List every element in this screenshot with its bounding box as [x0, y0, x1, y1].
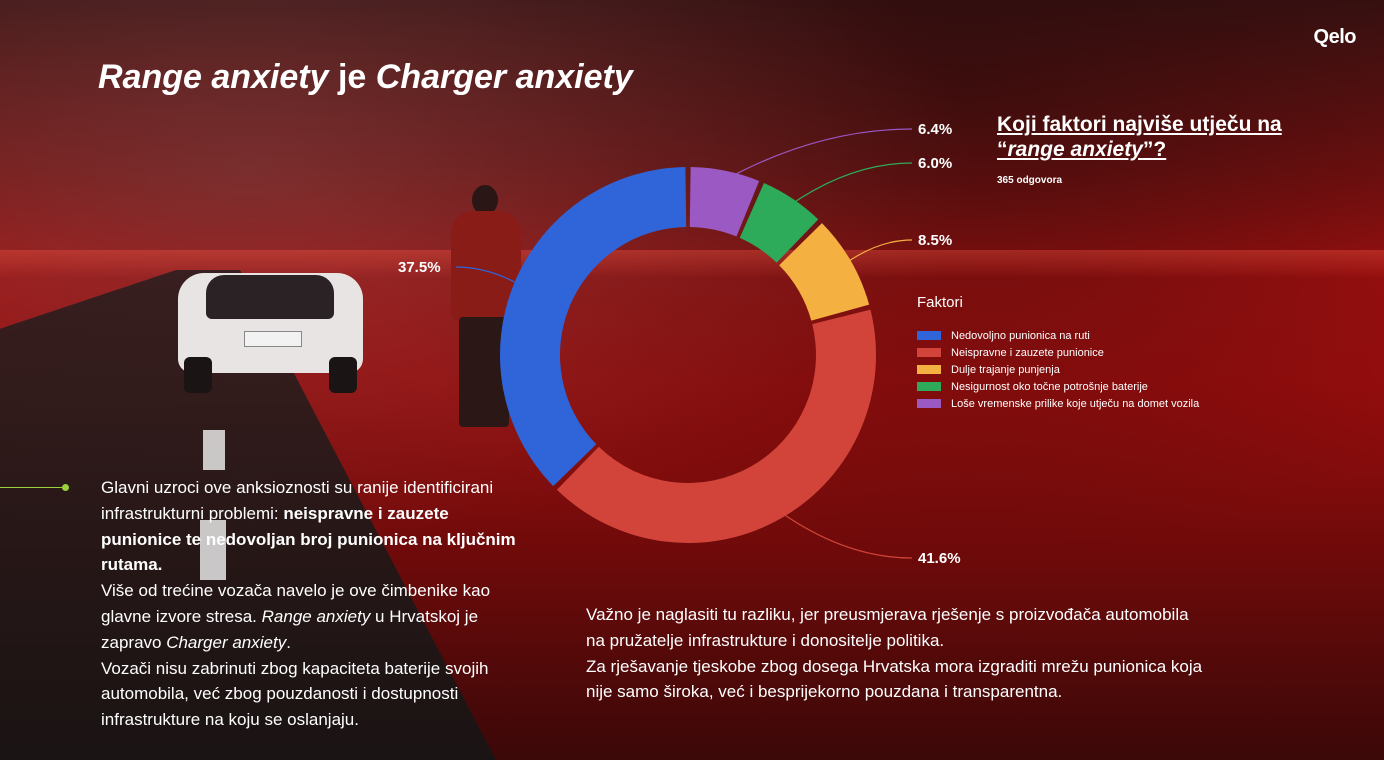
slice-dulje-punjenje-leader — [841, 239, 913, 267]
left-text-bold: neispravne i zauzete punionice te nedovo… — [101, 503, 516, 575]
slice-dulje-punjenje — [779, 223, 870, 321]
left-paragraph: Glavni uzroci ove anksioznosti su ranije… — [101, 475, 521, 733]
slice-vremenske-prilike — [689, 167, 760, 237]
responses-count: 365 odgovora — [997, 175, 1063, 186]
slice-nesigurnost — [739, 183, 819, 263]
left-text-p2a: Više od trećine vozača navelo je ove čim… — [101, 581, 491, 626]
slice-neispravne-label: 41.6% — [918, 550, 961, 567]
slice-nedovoljno — [500, 167, 687, 487]
left-text-p1: Glavni uzroci ove anksioznosti su ranije… — [101, 478, 494, 523]
legend-label: Nedovoljno punionica na ruti — [951, 329, 1090, 342]
title-italic-2: Charger anxiety — [375, 58, 633, 96]
slice-vremenske-prilike-label: 6.4% — [918, 121, 952, 138]
slice-neispravne — [556, 309, 876, 543]
legend-item-nesigurnost: Nesigurnost oko točne potrošnje baterije — [917, 378, 1199, 395]
legend-swatch — [917, 399, 941, 408]
legend-item-dulje-punjenje: Dulje trajanje punjenja — [917, 361, 1199, 378]
legend-label: Nesigurnost oko točne potrošnje baterije — [951, 380, 1148, 393]
page-title: Range anxiety je Charger anxiety — [98, 58, 633, 97]
slice-nesigurnost-label: 6.0% — [918, 155, 952, 172]
car-wheel — [329, 357, 357, 393]
legend-label: Neispravne i zauzete punionice — [951, 346, 1104, 359]
title-mid: je — [328, 58, 376, 96]
left-text-italic-2: Charger anxiety — [166, 632, 287, 652]
legend-label: Loše vremenske prilike koje utječu na do… — [951, 397, 1200, 410]
left-text-p3: Vozači nisu zabrinuti zbog kapaciteta ba… — [101, 658, 489, 730]
legend-swatch — [917, 331, 941, 340]
bullet-dot — [62, 484, 69, 491]
person-illustration — [445, 185, 525, 430]
car-window — [206, 275, 334, 319]
question-part-1: Koji faktori najviše utječu na “ — [997, 113, 1282, 161]
left-text-p2b: u Hrvatskoj je zapravo — [101, 606, 479, 652]
question-italic: range anxiety — [1007, 138, 1143, 161]
car-wheel — [184, 357, 212, 393]
person-legs — [459, 317, 509, 427]
legend-title: Faktori — [917, 294, 963, 311]
legend-swatch — [917, 348, 941, 357]
legend-item-neispravne: Neispravne i zauzete punionice — [917, 344, 1199, 361]
car-illustration — [178, 245, 363, 393]
title-italic-1: Range anxiety — [98, 58, 329, 96]
car-plate — [244, 331, 302, 347]
legend-item-vremenske-prilike: Loše vremenske prilike koje utječu na do… — [917, 395, 1199, 412]
slice-neispravne-leader — [776, 508, 913, 559]
slice-vremenske-prilike-leader — [723, 128, 913, 182]
chart-legend: Faktori Nedovoljno punionica na ruti Neis… — [917, 294, 1199, 412]
legend-swatch — [917, 365, 941, 374]
lane-marking — [203, 430, 225, 470]
right-text-p2: Za rješavanje tjeskobe zbog dosega Hrvat… — [586, 656, 1203, 702]
brand-logo: Qelo — [1313, 26, 1357, 48]
bullet-line — [0, 487, 62, 488]
right-text-p1: Važno je naglasiti tu razliku, jer preus… — [586, 605, 1189, 650]
question-part-2: ”? — [1142, 138, 1167, 161]
chart-question: Koji faktori najviše utječu na “range an… — [997, 112, 1317, 162]
slice-nedovoljno-label: 37.5% — [398, 259, 441, 276]
right-paragraph: Važno je naglasiti tu razliku, jer preus… — [586, 602, 1206, 705]
person-head — [472, 185, 498, 215]
legend-label: Dulje trajanje punjenja — [951, 363, 1060, 376]
left-text-p2c: . — [286, 632, 291, 652]
lane-marking — [200, 520, 226, 580]
slice-nesigurnost-leader — [786, 162, 913, 208]
left-text-italic-1: Range anxiety — [261, 606, 371, 626]
slice-dulje-punjenje-label: 8.5% — [918, 232, 952, 249]
legend-item-nedovoljno: Nedovoljno punionica na ruti — [917, 327, 1199, 344]
slice-nedovoljno-leader — [455, 266, 524, 288]
legend-swatch — [917, 382, 941, 391]
